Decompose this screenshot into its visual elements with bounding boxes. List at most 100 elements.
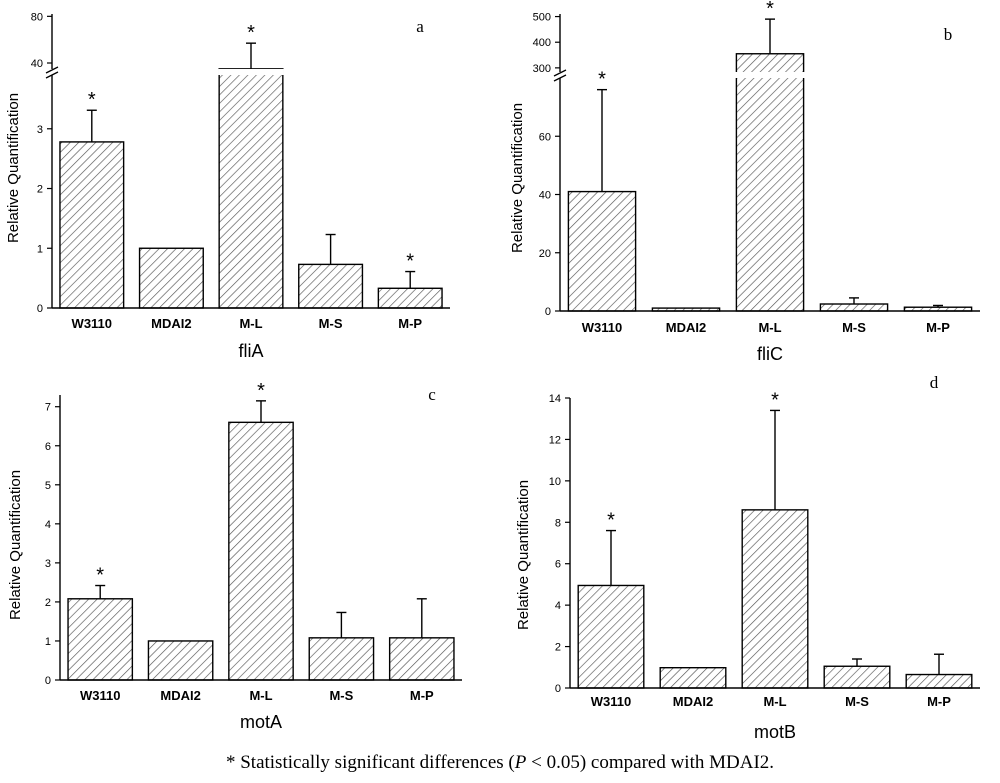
footnote-prefix: * Statistically significant differences … <box>225 752 515 773</box>
category-label: W3110 <box>80 688 120 703</box>
x-axis-label: motA <box>240 712 282 732</box>
y-tick-label: 2 <box>37 184 43 196</box>
footnote-p-symbol: P <box>514 752 527 773</box>
y-tick-label: 0 <box>37 303 43 315</box>
axis-break-mark <box>45 71 59 79</box>
y-axis-label: Relative Quantification <box>515 480 532 630</box>
significance-star: * <box>766 0 774 20</box>
y-axis-label: Relative Quantification <box>5 93 22 243</box>
bar-break-gap <box>218 69 284 75</box>
panel-c: * W3110 MDAI2 * M-L M-S M-P 0 1 2 3 4 5 6 7 motA Relativ… <box>7 380 462 732</box>
bar-w3110 <box>567 190 637 312</box>
category-label: M-P <box>410 688 434 703</box>
significance-star: * <box>88 89 96 111</box>
category-label: MDAI2 <box>160 688 200 703</box>
x-axis-label: fliA <box>238 341 263 361</box>
panel-letter: c <box>428 385 436 404</box>
y-tick-label: 6 <box>45 441 51 453</box>
y-tick-label: 1 <box>45 636 51 648</box>
y-tick-label: 3 <box>37 124 43 136</box>
y-tick-label: 5 <box>45 480 51 492</box>
significance-star: * <box>96 565 104 587</box>
bar-m-l <box>218 68 284 309</box>
y-tick-label: 3 <box>45 558 51 570</box>
category-label: M-S <box>845 694 869 709</box>
x-axis-label: fliC <box>757 344 783 364</box>
y-tick-label: 300 <box>533 63 551 75</box>
y-tick-label: 14 <box>549 393 561 405</box>
category-label: M-P <box>398 316 422 331</box>
bar-w3110 <box>67 598 134 681</box>
y-tick-label: 7 <box>45 402 51 414</box>
y-tick-label: 4 <box>555 600 561 612</box>
panel-letter: b <box>944 25 953 44</box>
y-tick-label: 6 <box>555 559 561 571</box>
axis-break-mark <box>553 69 567 77</box>
category-label: MDAI2 <box>666 320 706 335</box>
category-label: M-S <box>319 316 343 331</box>
bar-m-s <box>819 303 889 312</box>
y-axis-label: Relative Quantification <box>7 470 24 620</box>
y-tick-label: 40 <box>539 190 551 202</box>
bar-m-s <box>308 637 375 681</box>
panel-a: * W3110 MDAI2 * M-L M-S * M-P 0 1 2 3 40 80 fliA Relati… <box>5 11 450 361</box>
significance-star: * <box>247 22 255 44</box>
y-tick-label: 10 <box>549 476 561 488</box>
y-tick-label: 2 <box>45 597 51 609</box>
y-axis-label: Relative Quantification <box>509 103 526 253</box>
y-tick-label: 12 <box>549 434 561 446</box>
category-label: W3110 <box>582 320 622 335</box>
y-tick-label: 8 <box>555 517 561 529</box>
y-tick-label: 2 <box>555 642 561 654</box>
footnote-suffix: < 0.05) compared with MDAI2. <box>526 752 775 773</box>
category-label: M-S <box>329 688 353 703</box>
bar-m-l <box>735 53 805 312</box>
bar-mdai2 <box>659 667 727 689</box>
axis-break-gap <box>552 72 568 78</box>
panel-b: * W3110 MDAI2 * M-L M-S M-P 0 20 40 60 300 400 500 fli… <box>509 0 980 364</box>
significance-star: * <box>406 251 414 273</box>
y-tick-label: 0 <box>45 675 51 687</box>
y-tick-label: 400 <box>533 37 551 49</box>
bar-m-s <box>823 665 891 689</box>
y-tick-label: 80 <box>31 11 43 23</box>
significance-star: * <box>607 510 615 532</box>
category-label: M-S <box>842 320 866 335</box>
panel-d: * W3110 MDAI2 * M-L M-S M-P 0 2 4 6 8 10 12 14 motB Rela… <box>515 373 980 742</box>
bar-mdai2 <box>138 247 204 309</box>
y-tick-label: 20 <box>539 248 551 260</box>
category-label: MDAI2 <box>151 316 191 331</box>
category-label: M-L <box>239 316 262 331</box>
y-tick-label: 1 <box>37 243 43 255</box>
significance-star: * <box>257 380 265 402</box>
axis-break-mark <box>553 74 567 82</box>
y-tick-label: 0 <box>555 683 561 695</box>
bar-m-s <box>298 263 364 309</box>
bar-break-gap <box>735 72 805 78</box>
category-label: W3110 <box>72 316 112 331</box>
significance-star: * <box>771 389 779 411</box>
bar-m-p <box>388 637 455 681</box>
axis-break-gap <box>44 69 60 75</box>
bar-m-p <box>905 673 973 689</box>
bar-mdai2 <box>147 640 214 681</box>
category-label: M-L <box>758 320 781 335</box>
y-tick-label: 4 <box>45 519 51 531</box>
x-axis-label: motB <box>754 722 796 742</box>
panel-letter: a <box>416 17 424 36</box>
bar-m-l <box>741 509 809 689</box>
bar-m-p <box>377 287 443 309</box>
y-tick-label: 60 <box>539 131 551 143</box>
axis-break-mark <box>45 66 59 74</box>
category-label: M-L <box>763 694 786 709</box>
significance-star: * <box>598 69 606 91</box>
category-label: M-P <box>926 320 950 335</box>
category-label: M-L <box>249 688 272 703</box>
category-label: M-P <box>927 694 951 709</box>
bar-w3110 <box>577 584 645 689</box>
category-label: MDAI2 <box>673 694 713 709</box>
y-tick-label: 40 <box>31 58 43 70</box>
y-tick-label: 500 <box>533 12 551 24</box>
category-label: W3110 <box>591 694 631 709</box>
